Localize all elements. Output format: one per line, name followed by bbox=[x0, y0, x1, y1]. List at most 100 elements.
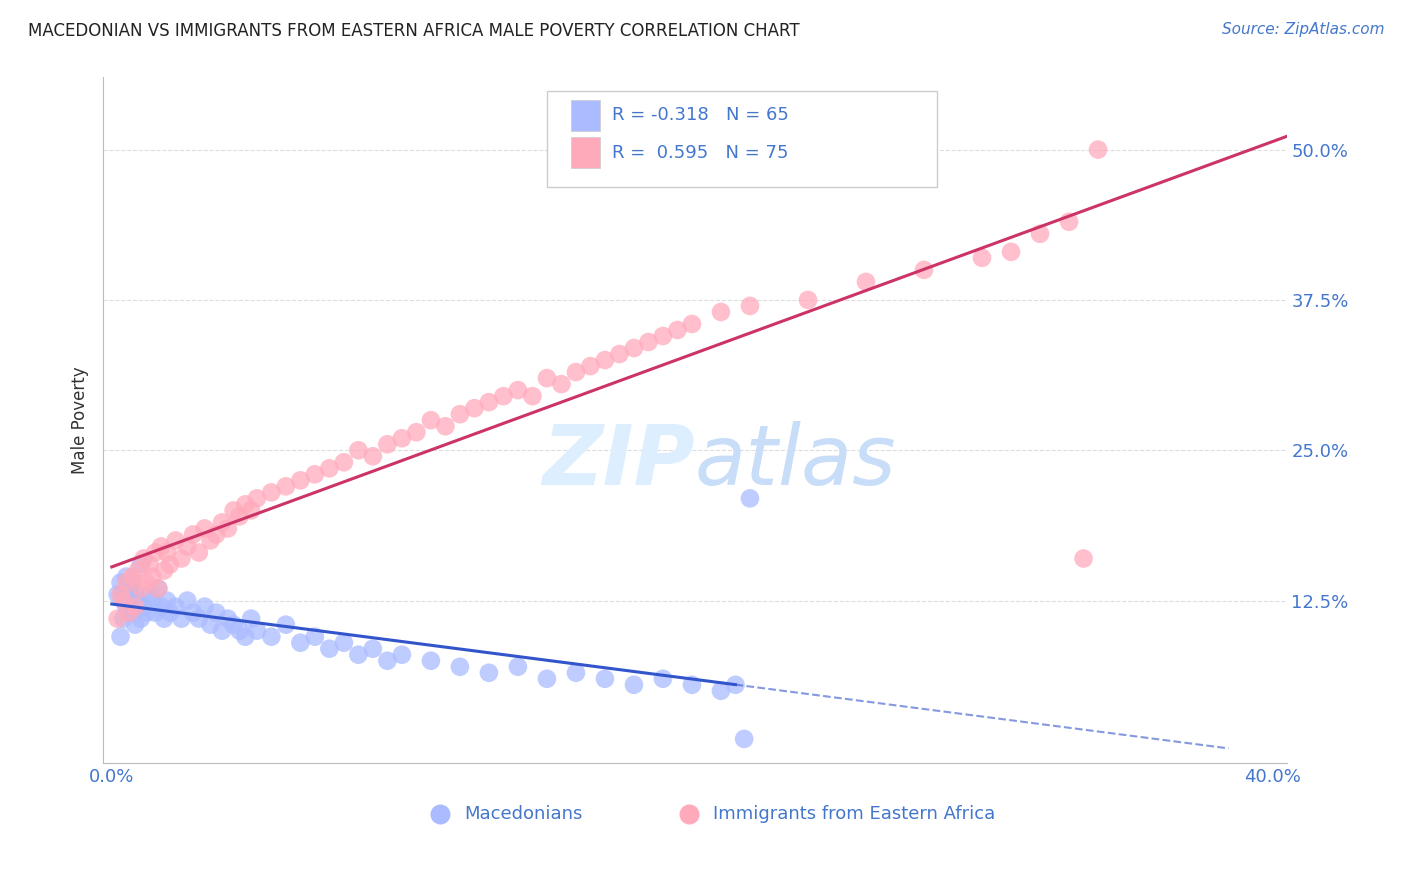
Point bbox=[141, 593, 163, 607]
Point bbox=[797, 293, 820, 307]
Point bbox=[107, 612, 129, 626]
Point bbox=[1029, 227, 1052, 241]
Point bbox=[181, 606, 204, 620]
Point bbox=[449, 407, 471, 421]
Point bbox=[274, 617, 297, 632]
Point bbox=[211, 516, 233, 530]
Point bbox=[121, 606, 143, 620]
Point bbox=[159, 606, 181, 620]
Point bbox=[290, 473, 312, 487]
Point bbox=[156, 545, 179, 559]
Point bbox=[855, 275, 877, 289]
Point bbox=[118, 606, 141, 620]
Point bbox=[391, 431, 413, 445]
Point bbox=[187, 612, 209, 626]
Point bbox=[118, 582, 141, 596]
Point bbox=[124, 617, 146, 632]
Point bbox=[129, 558, 152, 572]
Point bbox=[318, 641, 340, 656]
Point bbox=[738, 299, 761, 313]
Point bbox=[112, 588, 135, 602]
Text: Immigrants from Eastern Africa: Immigrants from Eastern Africa bbox=[713, 805, 995, 823]
Point bbox=[187, 545, 209, 559]
Point bbox=[318, 461, 340, 475]
Point bbox=[405, 425, 427, 440]
Point bbox=[150, 599, 173, 614]
Point bbox=[449, 659, 471, 673]
Point bbox=[205, 527, 228, 541]
Point bbox=[194, 521, 217, 535]
Point bbox=[347, 648, 370, 662]
Point bbox=[738, 491, 761, 506]
Point bbox=[290, 636, 312, 650]
Point bbox=[176, 593, 198, 607]
Point bbox=[1000, 244, 1022, 259]
Point bbox=[135, 606, 157, 620]
Point bbox=[153, 612, 176, 626]
FancyBboxPatch shape bbox=[571, 100, 600, 130]
Point bbox=[377, 437, 399, 451]
Point bbox=[260, 630, 283, 644]
Point bbox=[124, 599, 146, 614]
Point bbox=[579, 359, 602, 373]
Point bbox=[170, 612, 193, 626]
Point bbox=[304, 630, 326, 644]
Point bbox=[150, 540, 173, 554]
Point bbox=[181, 527, 204, 541]
Point bbox=[333, 455, 356, 469]
Point bbox=[141, 569, 163, 583]
Text: R =  0.595   N = 75: R = 0.595 N = 75 bbox=[612, 144, 789, 161]
Point bbox=[222, 503, 245, 517]
Point bbox=[1057, 215, 1080, 229]
Point bbox=[347, 443, 370, 458]
Text: ZIP: ZIP bbox=[543, 421, 695, 502]
Point bbox=[609, 347, 631, 361]
Point bbox=[419, 654, 441, 668]
Point bbox=[246, 624, 269, 638]
Point bbox=[112, 612, 135, 626]
Point bbox=[733, 731, 755, 746]
Point bbox=[148, 582, 170, 596]
Point bbox=[211, 624, 233, 638]
Point bbox=[138, 588, 160, 602]
Text: Macedonians: Macedonians bbox=[464, 805, 582, 823]
Point bbox=[107, 588, 129, 602]
Point bbox=[115, 599, 138, 614]
Point bbox=[132, 551, 155, 566]
Point bbox=[135, 575, 157, 590]
Point bbox=[681, 317, 703, 331]
Point bbox=[165, 533, 187, 548]
Point bbox=[536, 672, 558, 686]
Point bbox=[121, 575, 143, 590]
Point bbox=[138, 558, 160, 572]
Point bbox=[724, 678, 747, 692]
Point bbox=[143, 545, 166, 559]
Point bbox=[377, 654, 399, 668]
Point bbox=[652, 329, 675, 343]
Point bbox=[522, 389, 544, 403]
Point bbox=[1087, 143, 1109, 157]
Point bbox=[478, 395, 501, 409]
Point bbox=[194, 599, 217, 614]
Point bbox=[550, 377, 572, 392]
Point bbox=[217, 612, 239, 626]
Point bbox=[304, 467, 326, 482]
Text: Source: ZipAtlas.com: Source: ZipAtlas.com bbox=[1222, 22, 1385, 37]
Point bbox=[434, 419, 457, 434]
Point bbox=[274, 479, 297, 493]
Point bbox=[463, 401, 485, 416]
Point bbox=[228, 509, 250, 524]
Point bbox=[205, 606, 228, 620]
Point bbox=[652, 672, 675, 686]
Point bbox=[156, 593, 179, 607]
Point bbox=[536, 371, 558, 385]
Point bbox=[176, 540, 198, 554]
Point bbox=[565, 665, 588, 680]
Point bbox=[217, 521, 239, 535]
FancyBboxPatch shape bbox=[547, 91, 938, 187]
Point bbox=[593, 353, 616, 368]
Point bbox=[593, 672, 616, 686]
Point bbox=[115, 569, 138, 583]
Point bbox=[240, 612, 263, 626]
Point bbox=[170, 551, 193, 566]
